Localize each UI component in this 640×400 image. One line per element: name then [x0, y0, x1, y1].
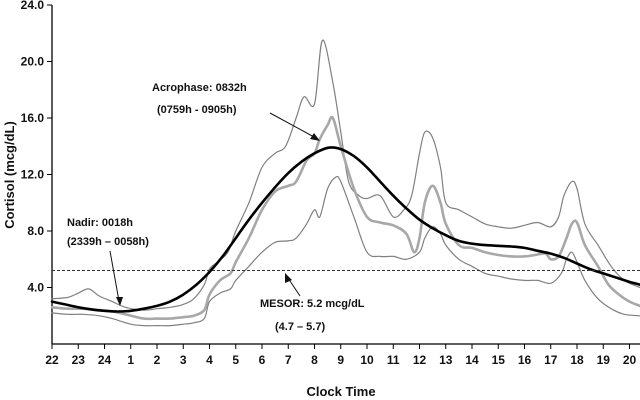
acrophase-arrowhead	[310, 133, 320, 141]
mean-cortisol-line	[50, 115, 640, 321]
x-tick-label: 17	[544, 353, 558, 367]
series-layer	[50, 39, 640, 327]
x-tick-label: 3	[180, 353, 187, 367]
y-tick-label: 16.0	[21, 111, 45, 125]
y-tick-label: 24.0	[21, 0, 45, 12]
x-tick-label: 24	[98, 353, 112, 367]
acrophase-range: (0759h - 0905h)	[157, 104, 237, 116]
upper-bound-line	[51, 39, 640, 311]
nadir-arrow	[109, 250, 120, 302]
y-axis-ticks: 4.0 8.0 12.0 16.0 20.0 24.0	[21, 0, 52, 295]
mesor-arrowhead	[285, 273, 292, 283]
x-tick-label: 5	[232, 353, 239, 367]
x-tick-label: 2	[154, 353, 161, 367]
nadir-title: Nadir: 0018h	[67, 217, 133, 229]
nadir-range: (2339h – 0058h)	[67, 236, 149, 248]
x-tick-label: 10	[360, 353, 374, 367]
x-tick-label: 7	[285, 353, 292, 367]
y-tick-label: 8.0	[27, 224, 44, 238]
y-axis-label: Cortisol (mcg/dL)	[2, 121, 17, 229]
x-tick-label: 22	[45, 353, 59, 367]
acrophase-annotation: Acrophase: 0832h (0759h - 0905h)	[152, 82, 320, 141]
mesor-range: (4.7 – 5.7)	[275, 321, 325, 333]
x-tick-label: 6	[259, 353, 266, 367]
x-tick-label: 4	[206, 353, 213, 367]
x-tick-label: 12	[413, 353, 427, 367]
mesor-annotation: MESOR: 5.2 mcg/dL (4.7 – 5.7)	[260, 273, 365, 333]
lower-bound-line	[51, 175, 640, 327]
x-tick-label: 14	[465, 353, 479, 367]
x-tick-label: 1	[127, 353, 134, 367]
acrophase-arrow	[269, 112, 317, 139]
x-tick-label: 16	[518, 353, 532, 367]
x-tick-label: 11	[387, 353, 400, 367]
x-axis-label: Clock Time	[306, 384, 375, 399]
plot-frame	[51, 5, 640, 345]
x-tick-label: 15	[492, 353, 506, 367]
nadir-arrowhead	[116, 297, 123, 306]
x-tick-label: 18	[570, 353, 584, 367]
y-tick-label: 12.0	[21, 168, 45, 182]
cosinor-fit-line	[50, 146, 640, 313]
mesor-title: MESOR: 5.2 mcg/dL	[260, 298, 365, 310]
x-tick-label: 23	[72, 353, 86, 367]
y-tick-label: 20.0	[21, 55, 45, 69]
x-tick-label: 9	[337, 353, 344, 367]
x-tick-label: 19	[597, 353, 611, 367]
x-tick-label: 13	[439, 353, 453, 367]
x-axis-ticks: 22 23 24 1 2 3 4 5 6 7 8 9 10 11 12 13 14 15 16 17 18 19 20	[45, 344, 636, 367]
acrophase-title: Acrophase: 0832h	[152, 82, 247, 94]
y-tick-label: 4.0	[27, 281, 44, 295]
x-tick-label: 8	[311, 353, 318, 367]
x-tick-label: 20	[623, 353, 637, 367]
mesor-arrow	[287, 277, 301, 297]
nadir-annotation: Nadir: 0018h (2339h – 0058h)	[67, 217, 149, 306]
